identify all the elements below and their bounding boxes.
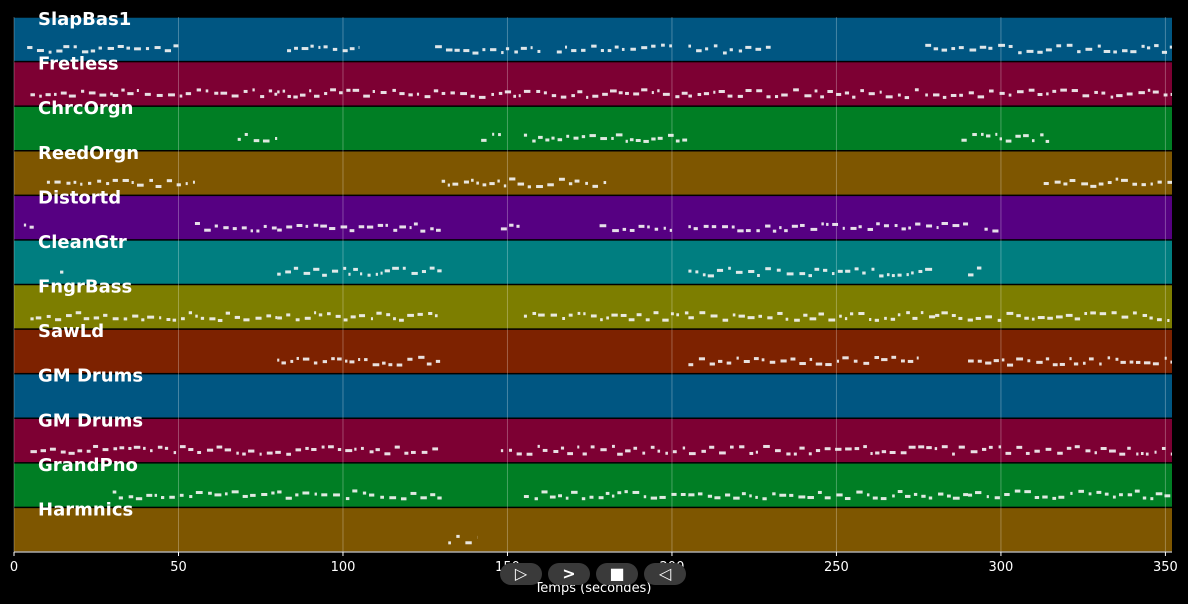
note-segment bbox=[441, 177, 607, 189]
note-segment bbox=[277, 88, 439, 99]
note-segment bbox=[688, 44, 771, 55]
note-segment bbox=[112, 311, 278, 322]
track-label: GrandPno bbox=[38, 455, 138, 476]
note-segment bbox=[46, 178, 195, 189]
note-segment bbox=[63, 44, 179, 54]
track-label: SawLd bbox=[38, 321, 104, 342]
playback-controls: ▷ > ■ ◁ bbox=[500, 563, 686, 587]
note-segment bbox=[984, 227, 999, 233]
note-segment bbox=[523, 133, 688, 143]
track-label: Harmnics bbox=[38, 499, 133, 520]
fast-forward-button[interactable]: > bbox=[548, 563, 590, 585]
note-segment bbox=[30, 311, 108, 322]
note-segment bbox=[23, 223, 34, 229]
fast-forward-icon: > bbox=[562, 564, 576, 583]
note-segment bbox=[448, 534, 478, 545]
note-segment bbox=[688, 490, 969, 501]
note-segment bbox=[112, 88, 278, 99]
track-band bbox=[14, 240, 1172, 284]
x-tick-label: 250 bbox=[824, 560, 849, 575]
note-segment bbox=[688, 355, 919, 367]
stop-button[interactable]: ■ bbox=[596, 563, 638, 585]
track-label: GM Drums bbox=[38, 410, 143, 431]
track-band bbox=[14, 106, 1172, 150]
play-icon: ▷ bbox=[514, 564, 528, 583]
note-segment bbox=[112, 490, 275, 501]
track-label: CleanGtr bbox=[38, 232, 127, 253]
note-segment bbox=[277, 222, 441, 233]
note-segment bbox=[60, 270, 64, 274]
note-segment bbox=[688, 266, 933, 278]
track-band bbox=[14, 196, 1172, 240]
x-tick-label: 50 bbox=[170, 560, 187, 575]
note-segment bbox=[523, 490, 689, 501]
note-segment bbox=[935, 311, 1170, 322]
track-label: ChrcOrgn bbox=[38, 98, 133, 119]
note-segment bbox=[277, 489, 442, 501]
note-segment bbox=[599, 224, 672, 233]
track-band bbox=[14, 285, 1172, 329]
x-tick-label: 100 bbox=[331, 560, 356, 575]
note-segment bbox=[277, 266, 442, 277]
note-segment bbox=[27, 46, 63, 54]
note-segment bbox=[194, 222, 277, 233]
note-segment bbox=[688, 221, 969, 233]
note-segment bbox=[441, 88, 688, 99]
x-tick-label: 0 bbox=[10, 560, 18, 575]
note-segment bbox=[30, 89, 113, 98]
track-band bbox=[14, 463, 1172, 507]
note-segment bbox=[237, 132, 278, 143]
note-segment bbox=[961, 132, 1050, 143]
track-band bbox=[14, 151, 1172, 195]
note-segment bbox=[556, 43, 672, 54]
track-label: GM Drums bbox=[38, 366, 143, 387]
note-segment bbox=[968, 489, 1171, 501]
track-label: FngrBass bbox=[38, 277, 132, 298]
x-tick-label: 300 bbox=[989, 560, 1014, 575]
note-segment bbox=[968, 356, 1172, 367]
play-button[interactable]: ▷ bbox=[500, 563, 542, 585]
track-label: ReedOrgn bbox=[38, 143, 139, 164]
track-band bbox=[14, 329, 1172, 373]
track-band bbox=[14, 62, 1172, 106]
note-segment bbox=[277, 355, 441, 367]
stop-icon: ■ bbox=[609, 564, 625, 583]
note-segment bbox=[500, 223, 520, 231]
track-label: Fretless bbox=[38, 54, 119, 75]
rewind-icon: ◁ bbox=[658, 564, 672, 583]
note-segment bbox=[435, 45, 541, 55]
track-label: SlapBas1 bbox=[38, 9, 131, 30]
track-band bbox=[14, 419, 1172, 463]
note-segment bbox=[523, 311, 689, 322]
note-segment bbox=[287, 44, 360, 53]
note-segment bbox=[968, 266, 982, 277]
note-segment bbox=[500, 444, 1172, 456]
x-tick-label: 350 bbox=[1153, 560, 1178, 575]
rewind-button[interactable]: ◁ bbox=[644, 563, 686, 585]
note-segment bbox=[1043, 177, 1172, 188]
track-label: Distortd bbox=[38, 187, 121, 208]
note-segment bbox=[925, 43, 1172, 55]
note-segment bbox=[30, 444, 439, 456]
track-band bbox=[14, 17, 1172, 61]
note-segment bbox=[481, 132, 501, 142]
track-band bbox=[14, 508, 1172, 552]
note-segment bbox=[688, 311, 936, 322]
note-segment bbox=[277, 311, 438, 322]
note-segment bbox=[925, 88, 1172, 99]
track-band bbox=[14, 374, 1172, 418]
note-segment bbox=[688, 88, 919, 100]
